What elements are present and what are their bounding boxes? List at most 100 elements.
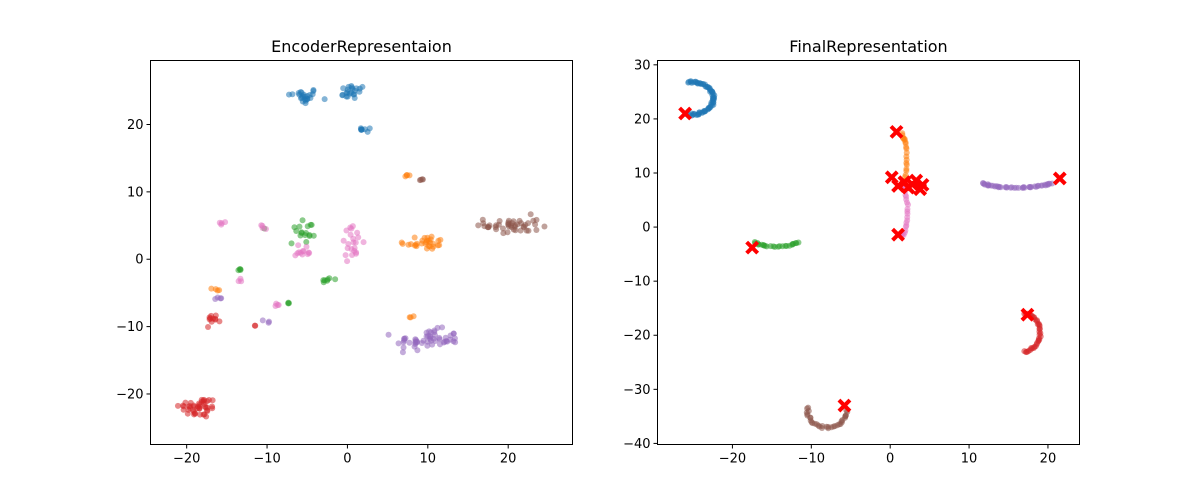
cross-marker (915, 177, 930, 192)
cross-markers (678, 106, 1067, 413)
data-point (795, 239, 802, 246)
data-point (434, 324, 441, 331)
data-point (430, 335, 437, 342)
x-tick-label: 10 (961, 452, 978, 467)
data-point (356, 88, 363, 95)
data-point (429, 245, 436, 252)
data-point (303, 243, 310, 250)
x-tick-label: 10 (420, 452, 437, 467)
data-point (420, 337, 427, 344)
data-point (527, 211, 534, 218)
data-point (351, 247, 358, 254)
data-point (525, 220, 532, 227)
y-tick-label: −40 (623, 437, 650, 452)
x-tick-label: −10 (253, 452, 280, 467)
data-point (298, 229, 305, 236)
data-point (305, 249, 312, 256)
data-point (344, 93, 351, 100)
data-point (541, 223, 548, 230)
data-point (441, 338, 448, 345)
final-representation-plot: −20 −10 0 10 20 −40 −30 −20 −10 0 10 20 30 FinalRep… (623, 37, 1080, 467)
data-point (343, 227, 350, 234)
data-point (533, 226, 540, 233)
x-tick-label: −10 (798, 452, 825, 467)
data-point (340, 85, 347, 92)
data-point (295, 242, 302, 249)
data-point (344, 258, 351, 265)
data-point (272, 303, 279, 310)
data-point (412, 339, 419, 346)
data-point (355, 234, 362, 241)
data-point (342, 252, 349, 259)
data-point (204, 404, 211, 411)
data-point (530, 217, 537, 224)
cross-marker (1020, 307, 1035, 322)
data-point (424, 333, 431, 340)
data-point (359, 83, 366, 90)
encoder-representation-plot: −20 −10 0 10 20 −20 −10 0 10 20 EncoderRepresent… (116, 37, 573, 467)
x-axis: −20 −10 0 10 20 (719, 444, 1057, 467)
y-tick-label: 20 (127, 118, 144, 133)
plot-frame (150, 60, 573, 445)
data-point (285, 300, 292, 307)
y-tick-label: 20 (634, 112, 651, 127)
data-point (340, 237, 347, 244)
data-point (510, 226, 517, 233)
data-point (299, 217, 306, 224)
data-point (238, 278, 245, 285)
data-point (306, 233, 313, 240)
data-point (411, 234, 418, 241)
data-point (436, 334, 443, 341)
data-point (516, 217, 523, 224)
data-point (475, 222, 482, 229)
cross-marker (745, 240, 760, 255)
data-point (286, 91, 293, 98)
x-tick-label: 20 (500, 452, 517, 467)
data-point (205, 323, 212, 330)
y-tick-label: 10 (127, 185, 144, 200)
data-point (351, 95, 358, 102)
data-point (434, 242, 441, 249)
data-point (304, 96, 311, 103)
x-axis: −20 −10 0 10 20 (173, 444, 517, 467)
scatter-points (174, 83, 548, 420)
data-point (349, 223, 356, 230)
x-tick-label: −20 (719, 452, 746, 467)
data-point (251, 322, 258, 329)
data-point (422, 240, 429, 247)
plot-title: FinalRepresentation (789, 37, 947, 56)
data-point (997, 184, 1004, 191)
y-tick-label: 0 (135, 253, 143, 268)
data-point (345, 240, 352, 247)
data-point (209, 403, 216, 410)
plot-title: EncoderRepresentaion (271, 37, 452, 56)
cross-marker (678, 106, 693, 121)
data-point (354, 229, 361, 236)
data-point (395, 340, 402, 347)
x-tick-label: 20 (1040, 452, 1057, 467)
data-point (347, 231, 354, 238)
data-point (324, 277, 331, 284)
y-tick-label: −10 (623, 275, 650, 290)
data-point (403, 172, 410, 179)
y-tick-label: −20 (623, 329, 650, 344)
cross-marker (1052, 171, 1067, 186)
data-point (439, 324, 446, 331)
data-point (357, 125, 364, 132)
y-tick-label: 10 (634, 166, 651, 181)
data-point (480, 220, 487, 227)
data-point (450, 338, 457, 345)
y-axis: −20 −10 0 10 20 (116, 118, 151, 402)
data-point (191, 411, 198, 418)
data-point (437, 236, 444, 243)
plot-frame (657, 60, 1080, 445)
data-point (303, 239, 310, 246)
data-point (426, 328, 433, 335)
data-point (216, 219, 223, 226)
data-point (237, 266, 244, 273)
data-point (187, 405, 194, 412)
data-point (293, 228, 300, 235)
data-point (208, 312, 215, 319)
y-tick-label: 0 (642, 221, 650, 236)
